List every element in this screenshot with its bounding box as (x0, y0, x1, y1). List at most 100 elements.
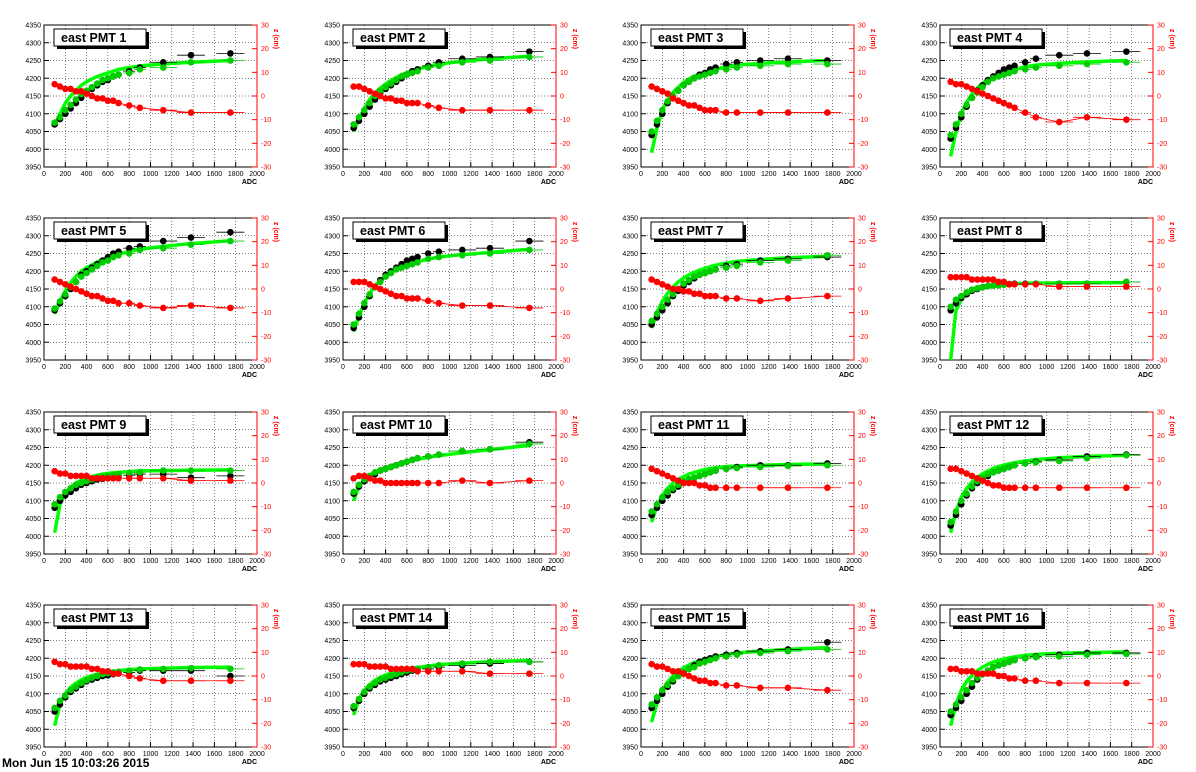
data-point (973, 276, 981, 283)
x-tick-label: 0 (42, 171, 46, 178)
y-tick-label: 4250 (25, 445, 41, 452)
x-tick-label: 1200 (1060, 751, 1076, 758)
z-tick-label: 20 (1157, 626, 1165, 633)
y-tick-label: 4100 (622, 304, 638, 311)
x-tick-label: 200 (656, 751, 668, 758)
x-tick-label: 0 (639, 364, 643, 371)
data-point (387, 672, 395, 680)
z-tick-label: -10 (560, 697, 570, 704)
z-tick-label: -30 (261, 358, 271, 365)
data-point (979, 276, 986, 283)
data-point (669, 95, 677, 102)
z-tick-label: 10 (858, 650, 866, 657)
fit-curve (53, 58, 231, 126)
y-tick-label: 4350 (622, 603, 638, 610)
data-point (947, 303, 954, 311)
data-point (1005, 463, 1013, 471)
x-tick-label: 1800 (1124, 558, 1140, 565)
data-point (952, 665, 960, 673)
data-point (227, 472, 234, 480)
data-point (1005, 69, 1013, 77)
z-tick-label: -30 (858, 552, 868, 559)
x-tick-label: 1800 (527, 558, 543, 565)
data-point (424, 453, 432, 460)
z-tick-label: 0 (261, 287, 265, 294)
data-point (963, 686, 970, 694)
data-point (366, 474, 373, 482)
data-point (733, 464, 741, 472)
data-point (690, 474, 698, 481)
data-point (435, 662, 443, 669)
data-point (387, 80, 395, 87)
x-tick-label: 1600 (804, 751, 820, 758)
data-point (784, 484, 792, 492)
data-point (958, 497, 965, 505)
data-point (784, 462, 792, 470)
x-tick-label: 600 (102, 171, 114, 178)
data-point (424, 297, 432, 305)
data-point (648, 508, 655, 515)
x-tick-label: 600 (401, 171, 413, 178)
data-point (115, 299, 122, 307)
data-point (99, 474, 106, 482)
y-tick-label: 4200 (622, 656, 638, 663)
z-tick-label: -30 (560, 552, 570, 559)
data-point (1083, 679, 1091, 687)
x-tick-label: 1600 (804, 171, 820, 178)
data-point (408, 295, 416, 302)
data-point (382, 479, 389, 487)
x-tick-label: 1600 (207, 751, 223, 758)
data-point (51, 658, 58, 666)
data-point (398, 292, 405, 300)
data-point (414, 67, 421, 75)
x-tick-label: 600 (998, 364, 1010, 371)
z-axis-label: z (cm) (571, 609, 578, 629)
data-point (674, 667, 682, 675)
data-point (733, 295, 741, 302)
x-tick-label: 1000 (740, 751, 756, 758)
x-tick-label: 0 (938, 364, 942, 371)
data-point (722, 295, 730, 302)
data-point (968, 85, 976, 93)
data-point (706, 69, 714, 77)
x-tick-label: 400 (380, 558, 392, 565)
data-point (382, 674, 389, 682)
z-tick-label: 20 (1157, 239, 1165, 246)
data-point (526, 304, 533, 312)
x-tick-label: 400 (977, 364, 989, 371)
data-point (227, 50, 234, 57)
data-point (458, 447, 466, 455)
data-point (722, 653, 730, 660)
data-point (355, 310, 363, 318)
z-tick-label: -30 (560, 745, 570, 752)
footer-timestamp: Mon Jun 15 10:03:26 2015 (2, 756, 150, 770)
data-point (722, 109, 730, 116)
z-tick-label: -10 (1157, 697, 1167, 704)
data-point (109, 97, 117, 105)
data-point (1083, 651, 1091, 658)
data-point (733, 64, 741, 71)
data-point (696, 73, 703, 80)
data-point (664, 488, 671, 496)
data-point (947, 273, 954, 281)
data-point (159, 474, 167, 482)
x-tick-label: 600 (102, 751, 114, 758)
data-point (56, 493, 64, 501)
z-tick-label: -30 (858, 745, 868, 752)
data-point (1000, 71, 1008, 78)
data-point (664, 681, 671, 689)
x-tick-label: 1600 (804, 364, 820, 371)
data-point (674, 672, 682, 680)
y-tick-label: 4000 (622, 340, 638, 347)
y-tick-label: 4300 (324, 40, 340, 47)
data-point (361, 85, 368, 93)
x-tick-label: 2000 (249, 171, 265, 178)
data-point (72, 472, 80, 480)
x-tick-label: 1000 (143, 171, 159, 178)
y-tick-label: 4050 (324, 129, 340, 136)
data-point (366, 99, 373, 107)
data-point (83, 477, 90, 485)
data-point (88, 474, 96, 482)
x-tick-label: 1800 (825, 751, 841, 758)
